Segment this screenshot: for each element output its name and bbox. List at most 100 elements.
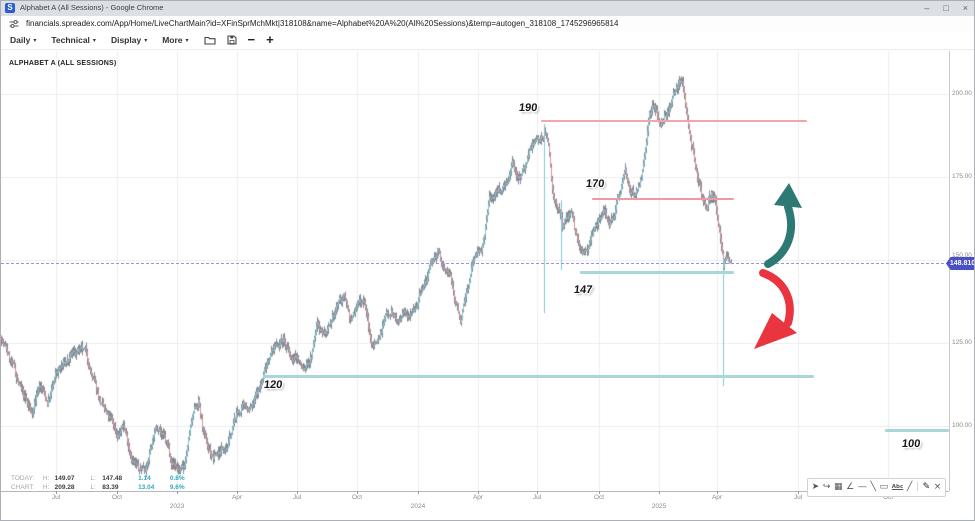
zoom-out-icon[interactable]: −: [247, 32, 256, 47]
tool-text-icon[interactable]: Abc: [891, 484, 904, 490]
tool-diagonal-line-icon[interactable]: ╱: [906, 482, 913, 492]
window-titlebar: S Alphabet A (All Sessions) - Google Chr…: [1, 1, 974, 17]
x-axis-tickmark: [537, 491, 538, 494]
stats-high-label: H:: [42, 484, 50, 491]
price-chart-canvas[interactable]: [1, 51, 949, 491]
down-trend-arrow[interactable]: [754, 269, 797, 349]
y-axis-line: [949, 51, 950, 491]
x-axis-tick: Oct: [882, 494, 894, 501]
stats-today-row: TODAY: H: 149.07 L: 147.48 1.14 0.8%: [11, 474, 200, 483]
x-axis-tickmark: [418, 491, 419, 494]
tool-pencil-icon[interactable]: ✎: [922, 482, 931, 492]
tool-pointer-icon[interactable]: ➤: [811, 482, 820, 492]
level-line-147[interactable]: [580, 271, 734, 274]
x-axis-tickmark: [56, 491, 57, 494]
level-line-170[interactable]: [592, 198, 734, 200]
menu-display[interactable]: Display ▾: [111, 35, 147, 45]
x-axis-tickmark: [177, 491, 178, 494]
chevron-down-icon: ▾: [185, 37, 189, 44]
x-axis-tick: Jul: [51, 494, 61, 501]
address-bar[interactable]: financials.spreadex.com/App/Home/LiveCha…: [1, 16, 974, 32]
menu-display-label: Display: [110, 35, 142, 45]
x-axis-tickmark: [659, 491, 660, 494]
level-label-147: 147: [573, 284, 593, 296]
drawing-toolbar: ➤ ↪ ▦ ∠ — ╲ ▭ Abc ╱ | ✎ ×: [807, 478, 946, 497]
tool-close-icon[interactable]: ×: [933, 482, 942, 492]
window-title: Alphabet A (All Sessions) - Google Chrom…: [20, 3, 164, 12]
stats-chart-change-pct: 9.6%: [169, 484, 185, 491]
x-axis-tick: Oct: [351, 494, 363, 501]
x-axis-tick: Jul: [292, 494, 302, 501]
x-axis-tick: Apr: [231, 494, 243, 501]
save-chart-icon[interactable]: [226, 35, 237, 45]
y-axis-tick: 100.00: [952, 422, 972, 429]
up-trend-arrow[interactable]: [764, 183, 802, 268]
current-price-line: [1, 263, 949, 264]
menu-daily[interactable]: Daily ▾: [10, 35, 36, 45]
stats-today-low: 147.48: [102, 475, 123, 482]
url-text[interactable]: financials.spreadex.com/App/Home/LiveCha…: [26, 19, 619, 28]
x-axis-tickmark: [717, 491, 718, 494]
stats-chart-high: 209.28: [54, 484, 75, 491]
zoom-in-icon[interactable]: +: [266, 32, 274, 47]
tool-rectangle-icon[interactable]: ▭: [879, 482, 889, 492]
toolbar-separator: |: [915, 482, 919, 492]
menu-daily-label: Daily: [10, 35, 31, 45]
x-axis-tick: Oct: [593, 494, 605, 501]
stats-low-label: L:: [90, 484, 96, 491]
close-button[interactable]: ×: [962, 3, 968, 13]
x-axis-line: [1, 491, 949, 492]
level-line-120[interactable]: [263, 375, 814, 378]
x-axis-tickmark: [798, 491, 799, 494]
x-axis-tickmark: [357, 491, 358, 494]
menu-more[interactable]: More ▾: [162, 35, 188, 45]
tool-grid-icon[interactable]: ▦: [834, 482, 843, 492]
maximize-button[interactable]: □: [943, 3, 949, 13]
site-settings-icon[interactable]: [9, 19, 19, 29]
tool-fan-lines-icon[interactable]: ∠: [846, 482, 855, 492]
tool-elbow-arrow-icon[interactable]: ↪: [822, 482, 831, 492]
x-axis-tickmark: [478, 491, 479, 494]
stats-chart-change: 13.04: [138, 484, 155, 491]
x-axis-tickmark: [117, 491, 118, 494]
x-axis-tick: Apr: [472, 494, 484, 501]
x-axis-tick: 2024: [410, 503, 426, 510]
tool-trendline-icon[interactable]: ╲: [870, 482, 876, 492]
menu-technical[interactable]: Technical ▾: [51, 35, 96, 45]
minimize-button[interactable]: –: [924, 3, 930, 13]
open-chart-icon[interactable]: [203, 35, 216, 45]
window-controls: – □ ×: [924, 1, 968, 16]
level-label-100: 100: [901, 438, 921, 450]
level-label-170: 170: [585, 178, 605, 190]
y-axis-tick: 150.00: [952, 252, 972, 259]
x-axis-tick: 2025: [651, 503, 667, 510]
stats-today-change: 1.14: [138, 475, 151, 482]
level-line-190[interactable]: [541, 120, 807, 122]
menu-technical-label: Technical: [51, 35, 90, 45]
level-label-190: 190: [518, 102, 538, 114]
x-axis-tickmark: [599, 491, 600, 494]
x-axis-tickmark: [297, 491, 298, 494]
stats-chart-low: 83.39: [102, 484, 119, 491]
level-line-100[interactable]: [885, 429, 949, 432]
tool-horizontal-line-icon[interactable]: —: [857, 482, 867, 492]
x-axis-tick: Jul: [793, 494, 803, 501]
x-axis-tick: Jul: [532, 494, 542, 501]
x-axis-tick: 2023: [169, 503, 185, 510]
spreadex-favicon-icon: S: [5, 3, 15, 13]
y-axis-tick: 175.00: [952, 173, 972, 180]
chart-toolbar: Daily ▾ Technical ▾ Display ▾ More ▾ − +: [1, 31, 974, 50]
stats-chart-row: CHART: H: 209.28 L: 83.39 13.04 9.6%: [11, 483, 200, 492]
stats-chart-label: CHART:: [11, 484, 35, 491]
chevron-down-icon: ▾: [92, 37, 96, 44]
stats-low-label: L:: [90, 475, 96, 482]
stats-high-label: H:: [42, 475, 50, 482]
current-price-badge: 148.810: [946, 257, 974, 270]
stats-today-high: 149.07: [54, 475, 75, 482]
x-axis-tick: Apr: [711, 494, 723, 501]
stats-today-change-pct: 0.8%: [169, 475, 185, 482]
chevron-down-icon: ▾: [33, 37, 37, 44]
level-label-120: 120: [263, 379, 283, 391]
stats-today-label: TODAY:: [11, 475, 35, 482]
